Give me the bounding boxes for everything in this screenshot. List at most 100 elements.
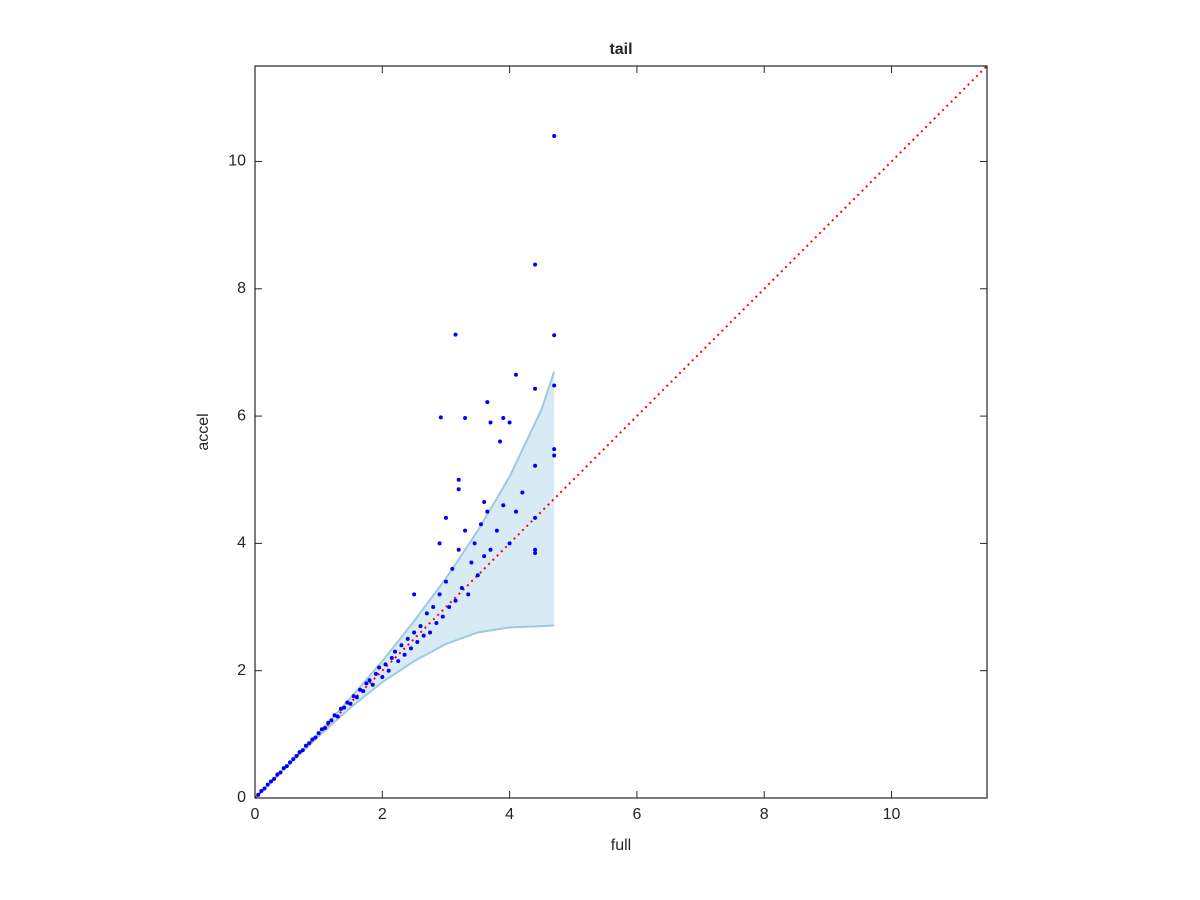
- point: [393, 649, 398, 654]
- point: [437, 592, 442, 597]
- point: [307, 741, 312, 746]
- y-tick-label: 0: [237, 789, 246, 806]
- point: [443, 579, 448, 584]
- point: [265, 782, 270, 787]
- point: [431, 605, 436, 610]
- point: [494, 528, 499, 533]
- point: [259, 788, 264, 793]
- point: [329, 718, 334, 723]
- point: [488, 547, 493, 552]
- point: [354, 695, 359, 700]
- point: [440, 614, 445, 619]
- y-tick-label: 8: [237, 280, 246, 297]
- band-area: [255, 371, 555, 798]
- point: [552, 134, 557, 139]
- point: [281, 766, 286, 771]
- point: [463, 528, 468, 533]
- point: [278, 770, 283, 775]
- point: [408, 646, 413, 651]
- point: [288, 760, 293, 765]
- point: [294, 753, 299, 758]
- point: [313, 735, 318, 740]
- y-tick-label: 4: [237, 535, 246, 552]
- point: [421, 633, 426, 638]
- point: [450, 566, 455, 571]
- point: [268, 779, 273, 784]
- point: [284, 764, 289, 769]
- point: [437, 541, 442, 546]
- point: [300, 748, 305, 753]
- point: [447, 605, 452, 610]
- point: [438, 415, 443, 420]
- point: [472, 541, 477, 546]
- point: [533, 386, 538, 391]
- point: [396, 659, 401, 664]
- point: [513, 509, 518, 514]
- point: [342, 705, 347, 710]
- point: [533, 262, 538, 267]
- point: [552, 453, 557, 458]
- x-tick-label: 2: [378, 806, 387, 823]
- point: [552, 447, 557, 452]
- point: [361, 689, 366, 694]
- point: [323, 725, 328, 730]
- x-tick-label: 10: [883, 806, 901, 823]
- point: [482, 554, 487, 559]
- point: [310, 737, 315, 742]
- point: [463, 415, 468, 420]
- point: [415, 640, 420, 645]
- x-tick-label: 0: [251, 806, 260, 823]
- point: [453, 332, 458, 337]
- point: [424, 611, 429, 616]
- point: [533, 515, 538, 520]
- point: [501, 503, 506, 508]
- point: [373, 671, 378, 676]
- point: [533, 550, 538, 555]
- point: [466, 592, 471, 597]
- point: [262, 786, 267, 791]
- point: [297, 750, 302, 755]
- point: [482, 500, 487, 505]
- point: [332, 713, 337, 718]
- point: [453, 598, 458, 603]
- point: [456, 547, 461, 552]
- point: [256, 792, 261, 797]
- point: [351, 694, 356, 699]
- point: [402, 652, 407, 657]
- point: [498, 439, 503, 444]
- point: [488, 420, 493, 425]
- band-lower-line: [254, 624, 555, 799]
- point: [303, 743, 308, 748]
- y-axis-label: accel: [195, 413, 212, 450]
- point: [364, 681, 369, 686]
- point: [275, 772, 280, 777]
- x-tick-label: 6: [632, 806, 641, 823]
- point: [513, 372, 518, 377]
- point: [358, 687, 363, 692]
- x-axis-label: full: [611, 837, 631, 854]
- y-tick-label: 6: [237, 407, 246, 424]
- point: [418, 624, 423, 629]
- point: [552, 333, 557, 338]
- point: [485, 400, 490, 405]
- point: [485, 509, 490, 514]
- point: [348, 701, 353, 706]
- point: [469, 560, 474, 565]
- y-tick-label: 2: [237, 662, 246, 679]
- point: [326, 720, 331, 725]
- point: [507, 541, 512, 546]
- point: [501, 415, 506, 420]
- point: [405, 636, 410, 641]
- point: [335, 714, 340, 719]
- point: [456, 477, 461, 482]
- x-tick-label: 4: [505, 806, 514, 823]
- chart-title: tail: [609, 41, 632, 58]
- point: [428, 630, 433, 635]
- point: [507, 420, 512, 425]
- point: [319, 727, 324, 732]
- point: [272, 776, 277, 781]
- point: [552, 383, 557, 388]
- point: [291, 757, 296, 762]
